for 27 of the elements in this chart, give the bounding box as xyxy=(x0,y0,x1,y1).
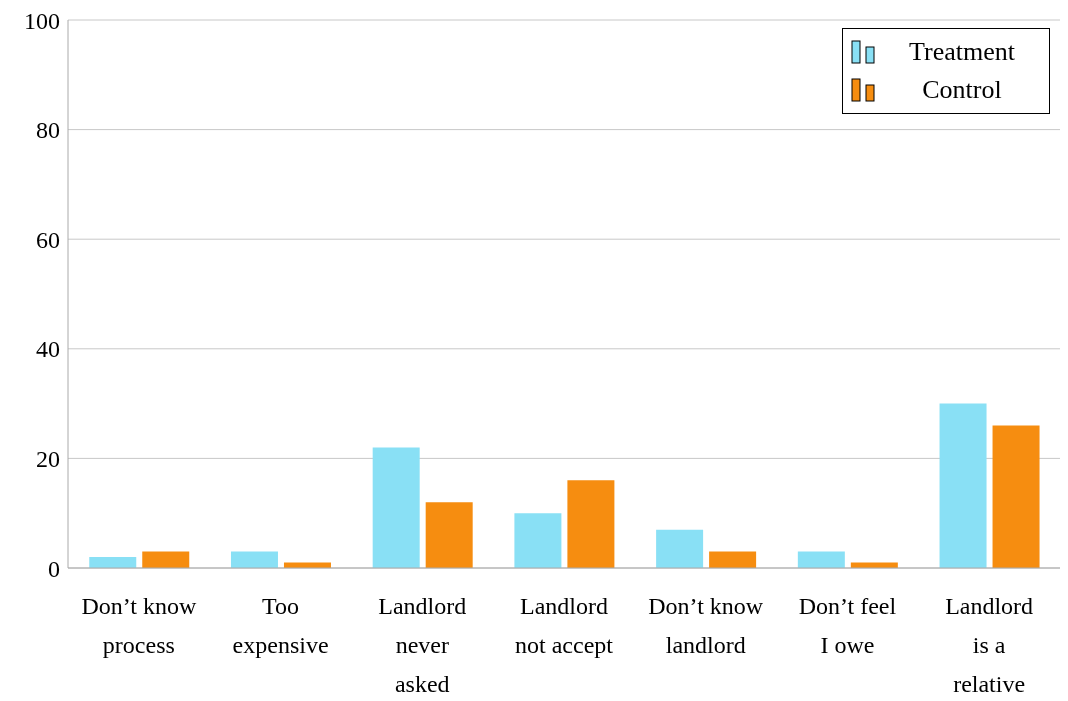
y-tick-label: 100 xyxy=(24,7,60,34)
bar xyxy=(797,551,845,568)
y-tick-label: 60 xyxy=(36,226,60,253)
y-tick-label: 20 xyxy=(36,445,60,472)
bar xyxy=(992,425,1040,568)
x-tick-label: Don’t feel I owe xyxy=(798,593,897,658)
bar xyxy=(372,447,420,568)
bar xyxy=(514,513,562,568)
bar xyxy=(709,551,757,568)
x-tick-label: Landlord is a relative xyxy=(945,593,1034,697)
bar xyxy=(142,551,190,568)
bar xyxy=(656,529,704,568)
bar xyxy=(89,557,137,568)
bar xyxy=(230,551,278,568)
x-tick-label: Too expensive xyxy=(232,593,329,658)
x-tick-label: Landlord not accept xyxy=(515,593,614,658)
legend-label: Treatment xyxy=(908,37,1016,67)
bar xyxy=(939,403,987,568)
x-tick-label: Don’t know landlord xyxy=(648,593,764,658)
bar xyxy=(425,502,473,568)
x-tick-label: Don’t know process xyxy=(81,593,197,658)
y-tick-label: 0 xyxy=(48,555,60,582)
y-tick-label: 80 xyxy=(36,117,60,144)
legend-label: Control xyxy=(921,75,1003,105)
y-tick-label: 40 xyxy=(36,336,60,363)
bar xyxy=(567,480,615,568)
x-tick-label: Landlord never asked xyxy=(378,593,467,697)
